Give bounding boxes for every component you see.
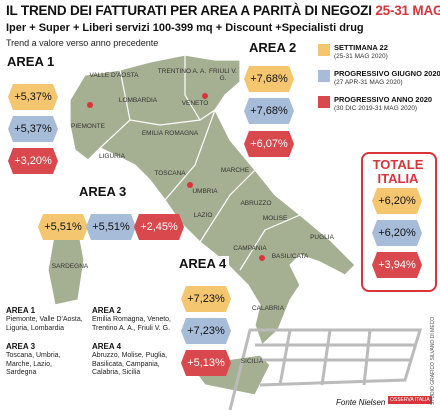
region-label: TOSCANA (154, 170, 186, 177)
subtitle: Iper + Super + Liberi servizi 100-399 mq… (6, 22, 364, 34)
value-badge: +3,94% (372, 252, 422, 278)
area-list-title: AREA 3 (6, 342, 36, 351)
title-text: IL TREND DEI FATTURATI PER AREA A PARITÀ… (6, 3, 372, 18)
credit: STUDIO GRAFICO SILVANO DI MECO (430, 316, 436, 405)
area-marker (187, 182, 193, 188)
area-marker (259, 255, 265, 261)
region-label: MARCHE (220, 167, 250, 174)
value-badge: +5,13% (181, 350, 231, 376)
area-marker (87, 102, 93, 108)
region-label: LIGURIA (98, 153, 125, 160)
value-badge: +5,37% (8, 116, 58, 142)
legend-swatch (318, 44, 330, 56)
total-title: TOTALE ITALIA (372, 157, 424, 186)
area-list-title: AREA 1 (6, 306, 36, 315)
region-label: EMILIA ROMAGNA (141, 130, 199, 137)
region-label: TRENTINO A. A. (157, 68, 207, 75)
legend-label: SETTIMANA 22 (334, 43, 388, 52)
note: Trend a valore verso anno precedente (6, 38, 159, 48)
logo: OSSERVA ITALIA (388, 396, 432, 404)
title-date: 25-31 MAG 2020 (375, 3, 440, 18)
region-label: FRIULI V. G. (209, 68, 237, 82)
area-title: AREA 2 (246, 40, 300, 55)
area-list-text: Toscana, Umbria, Marche, Lazio, Sardegna (6, 352, 61, 376)
value-badge: +2,45% (134, 214, 184, 240)
area-title: AREA 1 (4, 54, 58, 69)
legend-label: PROGRESSIVO ANNO 2020 (334, 95, 433, 104)
region-label: PUGLIA (310, 234, 334, 241)
area-list-title: AREA 4 (92, 342, 122, 351)
value-badge: +7,68% (244, 98, 294, 124)
cart (228, 328, 423, 411)
value-badge: +7,23% (181, 286, 231, 312)
value-badge: +7,23% (181, 318, 231, 344)
area-marker (202, 93, 208, 99)
area-title: AREA 4 (176, 256, 230, 271)
area-title: AREA 3 (76, 184, 130, 199)
value-badge: +3,20% (8, 148, 58, 174)
source: Fonte Nielsen (336, 398, 386, 407)
legend-swatch (318, 96, 330, 108)
title: IL TREND DEI FATTURATI PER AREA A PARITÀ… (6, 3, 440, 18)
value-badge: +6,20% (372, 188, 422, 214)
region-label: CALABRIA (251, 305, 285, 312)
region-label: SICILIA (240, 358, 264, 365)
area-list-text: Emilia Romagna, Veneto, Trentino A. A., … (92, 316, 171, 332)
region-label: PIEMONTE (71, 123, 105, 130)
value-badge: +7,68% (244, 66, 294, 92)
region-label: BASILICATA (271, 253, 309, 260)
region-label: LOMBARDIA (118, 97, 158, 104)
value-badge: +6,20% (372, 220, 422, 246)
region-label: VALLE D'AOSTA (89, 72, 139, 79)
area-list-title: AREA 2 (92, 306, 122, 315)
region-label: SARDEGNA (51, 263, 89, 270)
region-label: VENETO (181, 100, 209, 107)
region-label: MOLISE (262, 215, 288, 222)
area-list-text: Piemonte, Valle D'Aosta, Liguria, Lombar… (6, 316, 83, 332)
legend-period: (27 APR-31 MAG 2020) (334, 79, 403, 86)
value-badge: +6,07% (244, 131, 294, 157)
region-label: CAMPANIA (233, 245, 267, 252)
region-label: UMBRIA (192, 188, 218, 195)
legend-period: (25-31 MAG 2020) (334, 53, 388, 60)
legend-label: PROGRESSIVO GIUGNO 2020 (334, 69, 440, 78)
legend-swatch (318, 70, 330, 82)
region-label: LAZIO (193, 212, 213, 219)
value-badge: +5,51% (38, 214, 88, 240)
area-list-text: Abruzzo, Molise, Puglia, Basilicata, Cam… (92, 352, 168, 376)
region-label: ABRUZZO (240, 200, 272, 207)
value-badge: +5,51% (86, 214, 136, 240)
legend-period: (30 DIC 2019-31 MAG 2020) (334, 105, 418, 112)
value-badge: +5,37% (8, 84, 58, 110)
